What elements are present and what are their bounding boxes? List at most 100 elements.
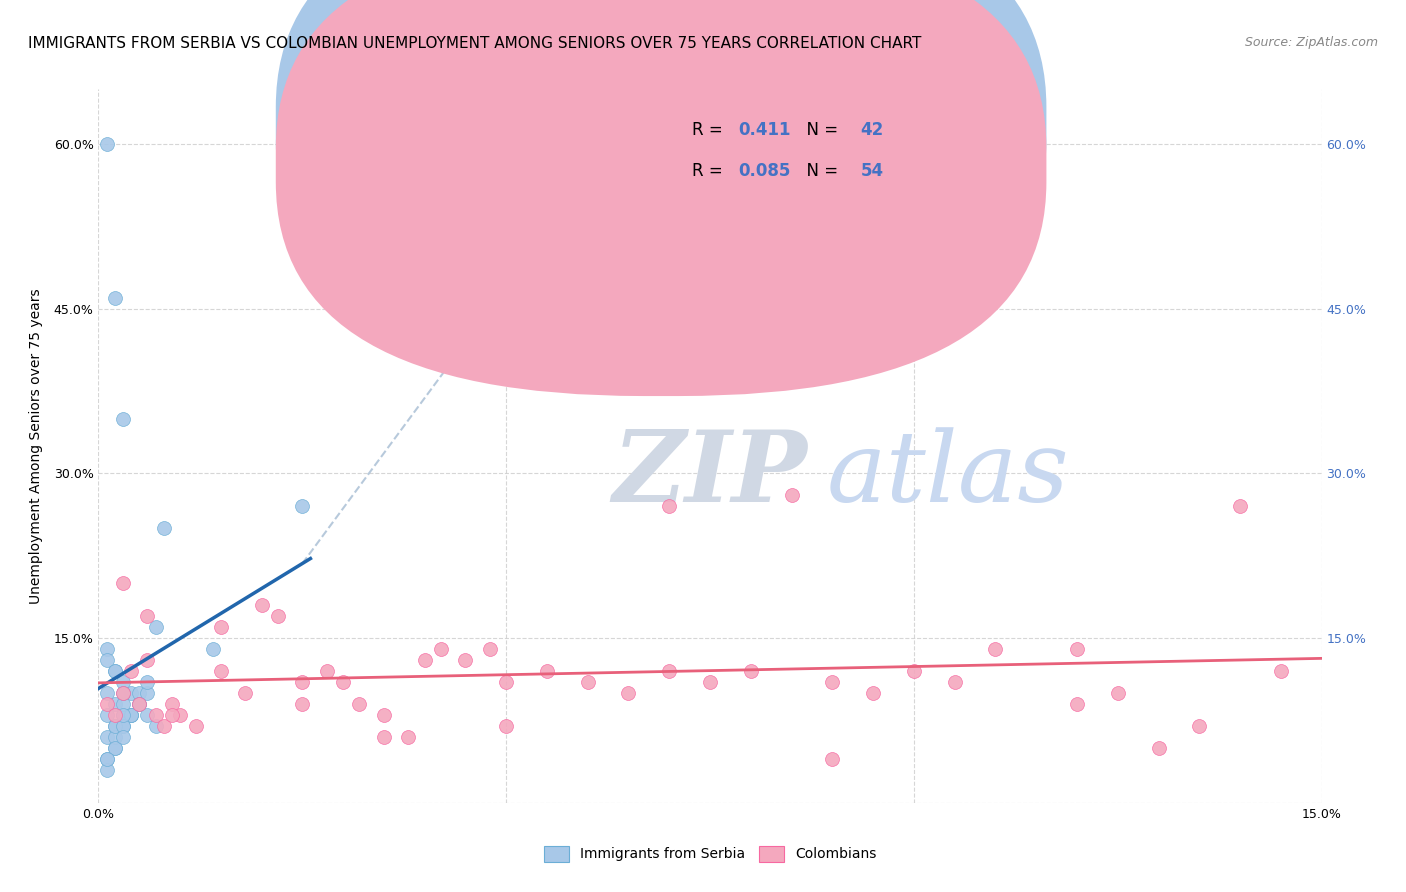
Point [233, 686, 256, 700]
Point [96, 708, 118, 723]
Point [104, 740, 127, 755]
Point [104, 291, 127, 305]
Point [658, 664, 681, 678]
Point [111, 697, 134, 711]
Point [104, 719, 127, 733]
Text: R =: R = [692, 121, 728, 139]
Point [1188, 719, 1211, 733]
Point [396, 730, 419, 744]
FancyBboxPatch shape [276, 0, 1046, 396]
Point [111, 719, 134, 733]
Point [332, 675, 354, 690]
Point [136, 708, 159, 723]
Point [145, 708, 167, 723]
Point [111, 719, 134, 733]
Point [169, 708, 191, 723]
Point [111, 708, 134, 723]
Point [576, 675, 599, 690]
Point [128, 686, 150, 700]
Point [478, 642, 501, 657]
Point [495, 675, 517, 690]
Point [201, 642, 224, 657]
Text: Source: ZipAtlas.com: Source: ZipAtlas.com [1244, 36, 1378, 49]
Point [96, 697, 118, 711]
Point [104, 664, 127, 678]
Point [617, 686, 640, 700]
Point [1147, 740, 1170, 755]
Point [740, 664, 762, 678]
Legend: Immigrants from Serbia, Colombians: Immigrants from Serbia, Colombians [538, 840, 882, 867]
Point [1066, 642, 1088, 657]
Point [1229, 500, 1251, 514]
Point [1066, 697, 1088, 711]
Text: IMMIGRANTS FROM SERBIA VS COLOMBIAN UNEMPLOYMENT AMONG SENIORS OVER 75 YEARS COR: IMMIGRANTS FROM SERBIA VS COLOMBIAN UNEM… [28, 36, 921, 51]
Point [658, 500, 681, 514]
Text: 54: 54 [860, 162, 883, 180]
Point [104, 664, 127, 678]
Point [862, 686, 884, 700]
Text: 42: 42 [860, 121, 884, 139]
Point [373, 708, 395, 723]
Point [349, 697, 371, 711]
Point [96, 730, 118, 744]
Point [699, 675, 721, 690]
Point [315, 664, 337, 678]
Point [291, 697, 314, 711]
Point [120, 708, 142, 723]
Text: R =: R = [692, 162, 728, 180]
Point [454, 653, 477, 667]
Point [104, 708, 127, 723]
Point [821, 752, 844, 766]
Point [96, 642, 118, 657]
Point [120, 708, 142, 723]
Point [136, 653, 159, 667]
Point [1270, 664, 1292, 678]
Y-axis label: Unemployment Among Seniors over 75 years: Unemployment Among Seniors over 75 years [28, 288, 42, 604]
Point [430, 642, 453, 657]
Point [96, 752, 118, 766]
Point [111, 675, 134, 690]
Point [111, 411, 134, 425]
Point [111, 708, 134, 723]
Point [111, 576, 134, 591]
Point [536, 664, 558, 678]
Point [104, 719, 127, 733]
Point [267, 609, 290, 624]
Point [104, 730, 127, 744]
Point [128, 697, 150, 711]
Point [136, 675, 159, 690]
Point [145, 719, 167, 733]
Point [136, 686, 159, 700]
Point [373, 730, 395, 744]
Point [984, 642, 1007, 657]
FancyBboxPatch shape [276, 0, 1046, 355]
Point [291, 675, 314, 690]
Point [145, 620, 167, 634]
Point [152, 719, 174, 733]
Point [111, 686, 134, 700]
Text: 0.085: 0.085 [738, 162, 790, 180]
Point [160, 697, 183, 711]
Point [120, 664, 142, 678]
Point [186, 719, 208, 733]
Point [111, 730, 134, 744]
Text: ZIP: ZIP [612, 426, 807, 523]
Text: atlas: atlas [827, 427, 1069, 522]
Point [780, 488, 803, 502]
Point [1107, 686, 1129, 700]
Point [821, 675, 844, 690]
Text: N =: N = [796, 162, 844, 180]
Point [160, 708, 183, 723]
Text: N =: N = [796, 121, 844, 139]
Point [152, 521, 174, 535]
Point [495, 719, 517, 733]
Point [209, 664, 232, 678]
Point [128, 697, 150, 711]
Point [96, 686, 118, 700]
FancyBboxPatch shape [619, 93, 1010, 200]
Point [120, 708, 142, 723]
Point [104, 697, 127, 711]
Point [96, 752, 118, 766]
Point [903, 664, 925, 678]
Point [250, 598, 273, 612]
